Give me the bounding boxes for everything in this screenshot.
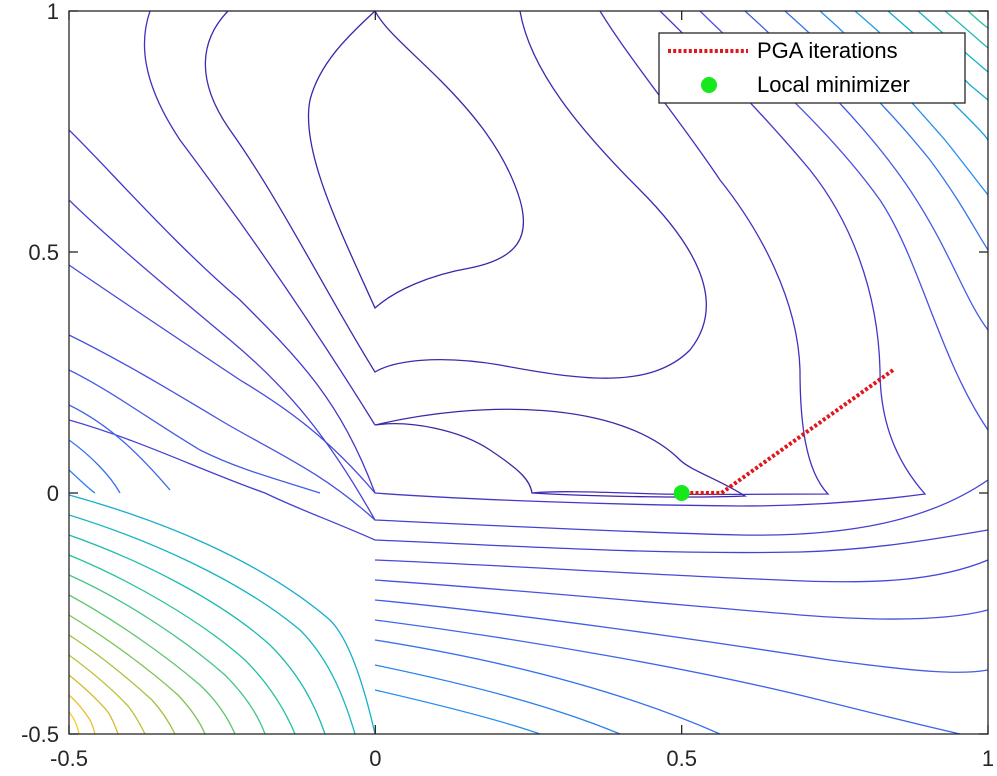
contour-ll-9 <box>69 654 146 734</box>
contour-level-11 <box>69 469 621 734</box>
series-layer <box>673 368 895 501</box>
contour-level-8 <box>69 369 988 673</box>
y-tick-label: 1 <box>47 0 59 24</box>
plot-area <box>69 11 988 734</box>
series-pga-iterations-line <box>681 368 895 495</box>
contour-level-7 <box>69 334 988 620</box>
contour-ll-7 <box>69 614 206 734</box>
contour-level-4 <box>69 11 927 507</box>
legend: PGA iterations Local minimizer <box>658 32 966 104</box>
contour-level-10 <box>69 439 721 734</box>
x-tick-label: 0.5 <box>666 746 697 771</box>
legend-label-minimizer: Local minimizer <box>757 72 910 97</box>
y-tick-label: 0 <box>47 481 59 506</box>
x-tick-label: 1 <box>982 746 994 771</box>
contour-ll-4 <box>69 554 296 734</box>
contour-level-12 <box>374 689 541 734</box>
x-tick-label: 0 <box>369 746 381 771</box>
contour-level-9 <box>69 404 961 734</box>
contour-ll-3 <box>69 534 326 734</box>
contour-right-8 <box>944 11 988 49</box>
contour-ll-11 <box>69 694 96 734</box>
legend-swatch-minimizer <box>701 77 717 93</box>
y-tick-label: -0.5 <box>21 722 59 747</box>
contour-ll-2 <box>69 514 356 734</box>
contour-ll-5 <box>69 574 266 734</box>
contour-level-2 <box>204 11 707 379</box>
contour-level-5 <box>69 199 988 554</box>
contour-ll-8 <box>69 634 176 734</box>
contour-level-1a <box>307 11 525 310</box>
axes-box <box>68 10 989 735</box>
contour-level-1b <box>374 408 748 498</box>
contour-level-6 <box>69 264 988 583</box>
contour-ll-12 <box>69 711 80 734</box>
contour-ll-6 <box>69 594 236 734</box>
contour-ll-10 <box>69 674 119 734</box>
contour-right-9 <box>967 11 988 29</box>
x-tick-label: -0.5 <box>50 746 88 771</box>
contour-ll-1 <box>69 494 376 734</box>
contour-lines <box>69 11 988 734</box>
local-minimizer-point <box>673 485 690 501</box>
legend-label-pga: PGA iterations <box>757 38 898 63</box>
axis-ticks: -0.5 0 0.5 1 -0.5 0 0.5 1 <box>21 0 994 771</box>
y-tick-label: 0.5 <box>28 240 59 265</box>
contour-level-3 <box>143 11 830 496</box>
